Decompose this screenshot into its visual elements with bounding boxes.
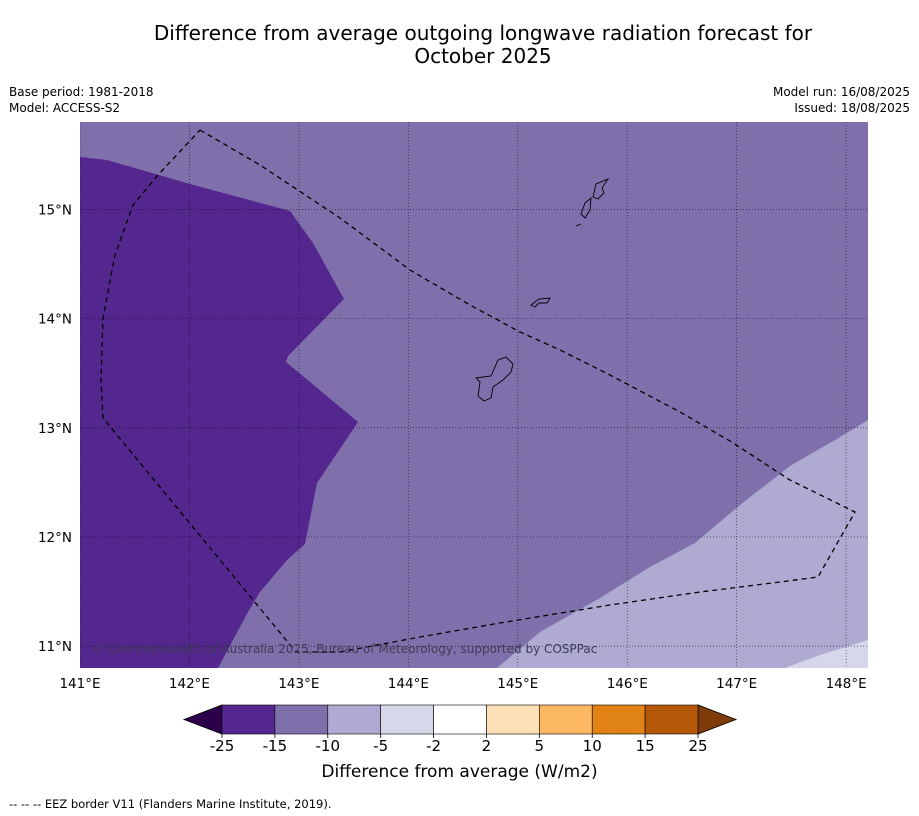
- colorbar-tick-label: -10: [316, 737, 341, 755]
- colorbar-tick-label: 15: [636, 737, 655, 755]
- base-period: Base period: 1981-2018: [9, 85, 154, 99]
- colorbar-tick-label: -5: [373, 737, 388, 755]
- longitude-label: 144°E: [388, 676, 429, 692]
- colorbar-extend-high: [697, 704, 738, 735]
- graticule: [80, 122, 868, 668]
- tinian-island: [575, 223, 582, 227]
- colorbar-tick-label: -2: [426, 737, 441, 755]
- colorbar: [182, 704, 738, 735]
- colorbar-extend-low: [182, 704, 223, 735]
- rota-island: [530, 297, 551, 308]
- guam-island: [475, 356, 514, 402]
- title-line-1: Difference from average outgoing longwav…: [153, 21, 813, 45]
- chart-title: Difference from average outgoing longwav…: [90, 22, 876, 68]
- colorbar-segment: [539, 704, 593, 735]
- colorbar-tick-label: -15: [263, 737, 288, 755]
- longitude-label: 143°E: [278, 676, 319, 692]
- colorbar-tick-label: 10: [583, 737, 602, 755]
- latitude-label: 14°N: [38, 312, 72, 328]
- longitude-labels: 141°E 142°E 143°E 144°E 145°E 146°E 147°E 148°E: [59, 676, 866, 692]
- latitude-labels: 11°N 12°N 13°N 14°N 15°N: [38, 202, 72, 655]
- title-line-2: October 2025: [414, 44, 552, 68]
- colorbar-tick-labels: -25 -15 -10 -5 -2 2 5 10 15 25: [210, 734, 708, 755]
- longitude-label: 147°E: [716, 676, 757, 692]
- anomaly-band-m25-m15: [80, 157, 358, 668]
- anomaly-band-m5-m2: [785, 640, 868, 668]
- colorbar-segment: [327, 704, 381, 735]
- meta-left: Base period: 1981-2018 Model: ACCESS-S2: [9, 84, 154, 116]
- longitude-label: 148°E: [826, 676, 867, 692]
- latitude-label: 13°N: [38, 421, 72, 437]
- longitude-label: 146°E: [607, 676, 648, 692]
- colorbar-segment: [380, 704, 434, 735]
- latitude-label: 15°N: [38, 202, 72, 218]
- colorbar-segment: [486, 704, 540, 735]
- forecast-map: © Commonwealth of Australia 2025, Bureau…: [38, 122, 868, 755]
- colorbar-segment: [644, 704, 699, 735]
- copyright-text: © Commonwealth of Australia 2025, Bureau…: [92, 642, 597, 656]
- colorbar-tick-label: 2: [482, 737, 492, 755]
- saipan-island: [592, 178, 610, 200]
- longitude-label: 145°E: [497, 676, 538, 692]
- latitude-label: 11°N: [38, 639, 72, 655]
- model-run: Model run: 16/08/2025: [772, 85, 910, 99]
- longitude-label: 142°E: [169, 676, 210, 692]
- colorbar-segment: [221, 704, 276, 735]
- colorbar-segment: [433, 704, 487, 735]
- anomaly-band-m10-m5: [497, 420, 868, 668]
- colorbar-tick-label: 25: [688, 737, 707, 755]
- colorbar-segment: [591, 704, 646, 735]
- eez-legend-note: -- -- -- EEZ border V11 (Flanders Marine…: [9, 797, 332, 811]
- longitude-label: 141°E: [59, 676, 100, 692]
- meta-right: Model run: 16/08/2025 Issued: 18/08/2025: [773, 84, 910, 116]
- colorbar-tick-label: 5: [535, 737, 545, 755]
- latitude-label: 12°N: [38, 530, 72, 546]
- colorbar-label: Difference from average (W/m2): [321, 762, 598, 782]
- model-name: Model: ACCESS-S2: [9, 101, 121, 115]
- colorbar-segment: [274, 704, 329, 735]
- islands: [475, 178, 610, 402]
- saipan-tinian-island: [580, 196, 592, 219]
- issued-date: Issued: 18/08/2025: [794, 101, 910, 115]
- colorbar-tick-label: -25: [210, 737, 235, 755]
